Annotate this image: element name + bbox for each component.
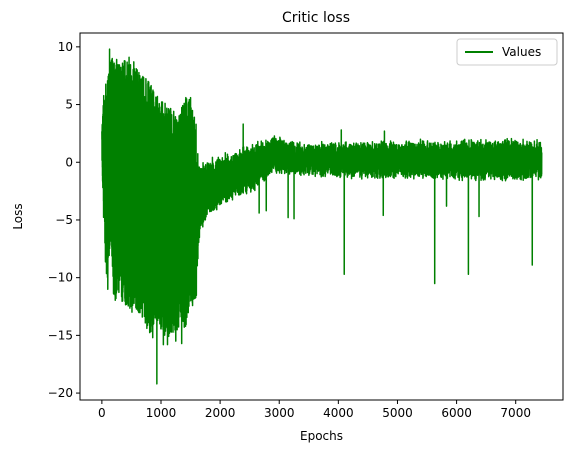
x-axis-label: Epochs — [300, 429, 343, 443]
y-tick-label: −10 — [48, 271, 73, 285]
legend-box — [456, 38, 558, 66]
x-tick-label: 1000 — [146, 406, 177, 420]
plot-area — [101, 48, 543, 385]
plot-frame — [79, 32, 564, 401]
y-tick-label: −5 — [55, 213, 73, 227]
x-tick-label: 2000 — [205, 406, 236, 420]
y-axis-label: Loss — [11, 203, 25, 229]
y-tick-label: 0 — [65, 155, 73, 169]
x-tick-label: 5000 — [382, 406, 413, 420]
x-tick-label: 7000 — [500, 406, 531, 420]
y-axis: −20 −15 −10 −5 0 5 10 — [48, 40, 80, 400]
x-tick-label: 0 — [98, 406, 106, 420]
chart-title: Critic loss — [282, 10, 350, 26]
legend-label-values: Values — [502, 45, 541, 59]
legend: Values — [456, 38, 558, 66]
x-axis: 0 1000 2000 3000 4000 5000 6000 7000 — [98, 400, 531, 420]
y-tick-label: −20 — [48, 386, 73, 400]
series-line-values — [101, 48, 543, 385]
y-tick-label: −15 — [48, 328, 73, 342]
x-tick-label: 3000 — [264, 406, 295, 420]
y-tick-label: 5 — [65, 98, 73, 112]
x-tick-label: 4000 — [323, 406, 354, 420]
x-tick-label: 6000 — [441, 406, 472, 420]
y-tick-label: 10 — [58, 40, 73, 54]
